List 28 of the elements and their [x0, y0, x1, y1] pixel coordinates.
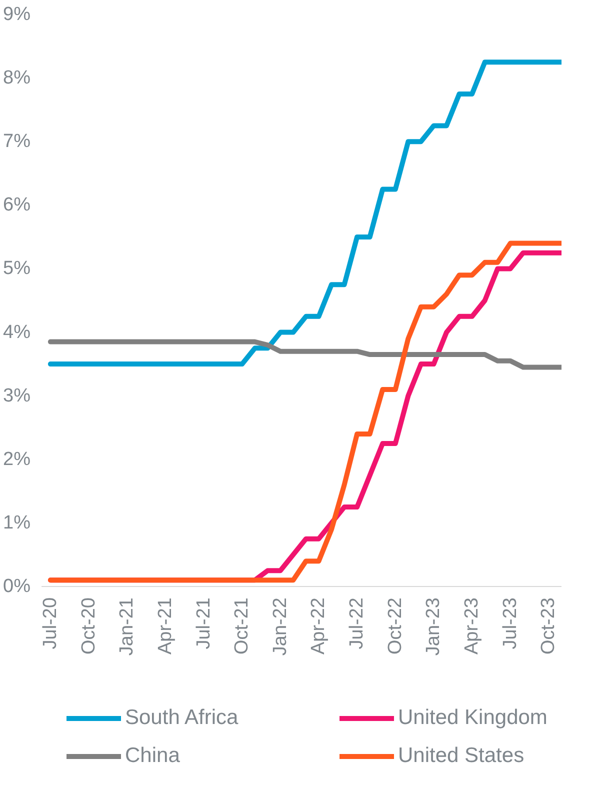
x-tick-label: Jul-23	[500, 598, 521, 650]
y-tick-label: 2%	[3, 448, 31, 470]
legend-label: China	[125, 744, 181, 768]
x-tick-label: Jul-21	[193, 598, 214, 650]
y-tick-label: 8%	[3, 68, 31, 89]
x-tick-label: Apr-21	[154, 597, 176, 655]
y-tick-label: 4%	[3, 322, 31, 343]
legend-label: South Africa	[125, 706, 240, 730]
y-tick-label: 0%	[3, 576, 31, 597]
y-tick-label: 7%	[3, 131, 31, 152]
y-tick-label: 3%	[3, 385, 31, 406]
y-tick-label: 1%	[3, 512, 31, 534]
legend-label: United Kingdom	[398, 706, 548, 730]
y-tick-label: 9%	[3, 4, 31, 25]
legend-label: United States	[398, 744, 526, 768]
y-tick-label: 6%	[3, 194, 31, 216]
x-tick-label: Jul-22	[346, 598, 368, 650]
x-tick-label: Jan-22	[270, 597, 291, 656]
x-tick-label: Jan-21	[116, 597, 138, 656]
x-tick-label: Oct-21	[232, 597, 253, 655]
x-tick-label: Oct-23	[538, 597, 560, 655]
x-tick-label: Apr-23	[462, 597, 483, 655]
x-tick-label: Jul-20	[40, 598, 61, 650]
y-tick-label: 5%	[3, 258, 31, 280]
x-tick-label: Oct-20	[78, 597, 100, 655]
x-tick-label: Oct-22	[384, 597, 406, 655]
x-tick-label: Jan-23	[423, 597, 444, 656]
x-tick-label: Apr-22	[308, 597, 330, 655]
